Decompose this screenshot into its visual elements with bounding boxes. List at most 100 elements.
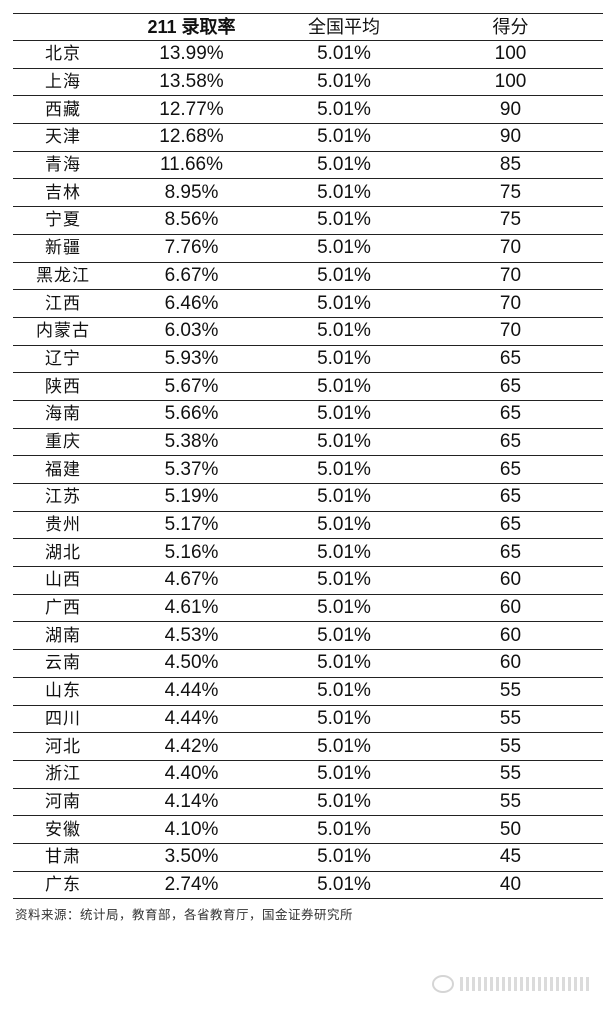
cell-rate-211: 3.50%: [113, 843, 270, 872]
cell-province: 内蒙古: [13, 317, 113, 346]
cell-rate-211: 8.56%: [113, 206, 270, 235]
table-row: 江西 6.46% 5.01% 70: [13, 289, 603, 318]
cell-score: 70: [418, 317, 603, 346]
cell-rate-211: 5.37%: [113, 455, 270, 484]
cell-rate-211: 12.77%: [113, 95, 270, 125]
table-row: 山东 4.44% 5.01% 55: [13, 677, 603, 706]
cell-province: 福建: [13, 455, 113, 484]
cell-rate-211: 6.03%: [113, 317, 270, 346]
table-row: 吉林 8.95% 5.01% 75: [13, 178, 603, 208]
cell-score: 60: [418, 649, 603, 678]
cell-score: 75: [418, 206, 603, 235]
cell-score: 65: [418, 400, 603, 429]
table-row: 陕西 5.67% 5.01% 65: [13, 372, 603, 401]
cell-national-average: 5.01%: [270, 649, 418, 678]
cell-rate-211: 13.99%: [113, 40, 270, 69]
cell-score: 100: [418, 40, 603, 69]
cell-province: 江西: [13, 289, 113, 318]
cell-rate-211: 5.38%: [113, 428, 270, 457]
cell-province: 海南: [13, 400, 113, 429]
header-211-rate: 211 录取率: [113, 13, 270, 41]
cell-rate-211: 11.66%: [113, 151, 270, 180]
cell-rate-211: 5.16%: [113, 538, 270, 568]
table-row: 青海 11.66% 5.01% 85: [13, 151, 603, 180]
table-row: 广东 2.74% 5.01% 40: [13, 871, 603, 900]
header-national-average: 全国平均: [270, 13, 418, 41]
cell-rate-211: 5.93%: [113, 345, 270, 374]
cell-score: 70: [418, 234, 603, 263]
cell-score: 55: [418, 788, 603, 817]
table-row: 广西 4.61% 5.01% 60: [13, 594, 603, 623]
cell-province: 北京: [13, 40, 113, 69]
cell-province: 河北: [13, 732, 113, 761]
cell-national-average: 5.01%: [270, 206, 418, 235]
cell-rate-211: 7.76%: [113, 234, 270, 263]
table-row: 福建 5.37% 5.01% 65: [13, 455, 603, 484]
cell-national-average: 5.01%: [270, 428, 418, 457]
admission-rate-table: 211 录取率 全国平均 得分 北京 13.99% 5.01% 100 上海 13.58%…: [13, 13, 603, 900]
table-row: 甘肃 3.50% 5.01% 45: [13, 843, 603, 872]
cell-national-average: 5.01%: [270, 483, 418, 512]
cell-rate-211: 6.46%: [113, 289, 270, 318]
cell-province: 西藏: [13, 95, 113, 125]
cell-province: 湖南: [13, 621, 113, 651]
cell-national-average: 5.01%: [270, 732, 418, 761]
cell-province: 青海: [13, 151, 113, 180]
cell-national-average: 5.01%: [270, 511, 418, 540]
cell-rate-211: 4.14%: [113, 788, 270, 817]
cell-score: 55: [418, 732, 603, 761]
cell-score: 70: [418, 262, 603, 291]
cell-province: 浙江: [13, 760, 113, 789]
cell-rate-211: 4.42%: [113, 732, 270, 761]
cell-national-average: 5.01%: [270, 289, 418, 318]
cell-score: 40: [418, 871, 603, 900]
cell-national-average: 5.01%: [270, 594, 418, 623]
table-row: 宁夏 8.56% 5.01% 75: [13, 206, 603, 235]
cell-rate-211: 4.40%: [113, 760, 270, 789]
header-province: [13, 13, 113, 41]
cell-province: 贵州: [13, 511, 113, 540]
cell-national-average: 5.01%: [270, 843, 418, 872]
cell-rate-211: 5.17%: [113, 511, 270, 540]
cell-province: 广西: [13, 594, 113, 623]
cell-rate-211: 4.44%: [113, 705, 270, 734]
cell-national-average: 5.01%: [270, 345, 418, 374]
table-row: 山西 4.67% 5.01% 60: [13, 566, 603, 595]
table-row: 浙江 4.40% 5.01% 55: [13, 760, 603, 789]
cell-rate-211: 4.61%: [113, 594, 270, 623]
cell-province: 江苏: [13, 483, 113, 512]
table-row: 江苏 5.19% 5.01% 65: [13, 483, 603, 512]
table-row: 新疆 7.76% 5.01% 70: [13, 234, 603, 263]
cell-rate-211: 5.66%: [113, 400, 270, 429]
cell-rate-211: 4.67%: [113, 566, 270, 595]
cell-national-average: 5.01%: [270, 262, 418, 291]
cell-national-average: 5.01%: [270, 123, 418, 152]
cell-national-average: 5.01%: [270, 705, 418, 734]
table-row: 湖南 4.53% 5.01% 60: [13, 621, 603, 651]
table-row: 重庆 5.38% 5.01% 65: [13, 428, 603, 457]
cell-score: 55: [418, 677, 603, 706]
cell-national-average: 5.01%: [270, 815, 418, 844]
cell-province: 山西: [13, 566, 113, 595]
cell-score: 75: [418, 178, 603, 208]
cell-rate-211: 2.74%: [113, 871, 270, 900]
cell-score: 70: [418, 289, 603, 318]
wechat-icon: [432, 975, 454, 993]
table-row: 云南 4.50% 5.01% 60: [13, 649, 603, 678]
cell-rate-211: 4.53%: [113, 621, 270, 651]
cell-rate-211: 5.19%: [113, 483, 270, 512]
cell-province: 云南: [13, 649, 113, 678]
cell-national-average: 5.01%: [270, 95, 418, 125]
cell-score: 55: [418, 705, 603, 734]
table-row: 北京 13.99% 5.01% 100: [13, 40, 603, 69]
cell-province: 湖北: [13, 538, 113, 568]
cell-score: 50: [418, 815, 603, 844]
watermark-logo: [432, 972, 592, 996]
cell-province: 上海: [13, 68, 113, 97]
table-row: 海南 5.66% 5.01% 65: [13, 400, 603, 429]
cell-score: 65: [418, 455, 603, 484]
table-row: 上海 13.58% 5.01% 100: [13, 68, 603, 97]
cell-score: 65: [418, 538, 603, 568]
cell-province: 山东: [13, 677, 113, 706]
cell-score: 60: [418, 594, 603, 623]
